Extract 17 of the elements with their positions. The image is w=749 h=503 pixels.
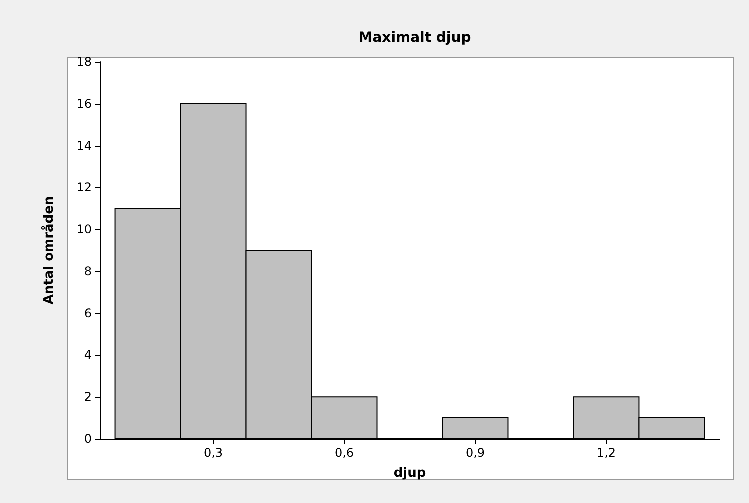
x-tick-label: 0,6 (334, 446, 354, 460)
x-tick-label: 0,9 (466, 446, 486, 460)
y-tick-label: 18 (76, 55, 92, 69)
y-tick-label: 8 (84, 264, 92, 278)
y-tick-label: 10 (76, 222, 92, 237)
x-tick-label: 0,3 (204, 446, 224, 460)
y-axis-title: Antal områden (41, 196, 57, 305)
y-tick-label: 6 (84, 306, 92, 320)
y-tick-label: 14 (76, 138, 92, 153)
y-tick-label: 0 (84, 432, 92, 446)
y-tick-label: 4 (84, 348, 92, 362)
x-tick-label: 1,2 (596, 446, 616, 460)
y-tick-label: 12 (76, 180, 92, 195)
chart-title: Maximalt djup (358, 30, 472, 46)
y-tick-label: 2 (84, 390, 92, 404)
x-axis-title: djup (394, 466, 426, 481)
y-tick-label: 16 (76, 96, 92, 111)
